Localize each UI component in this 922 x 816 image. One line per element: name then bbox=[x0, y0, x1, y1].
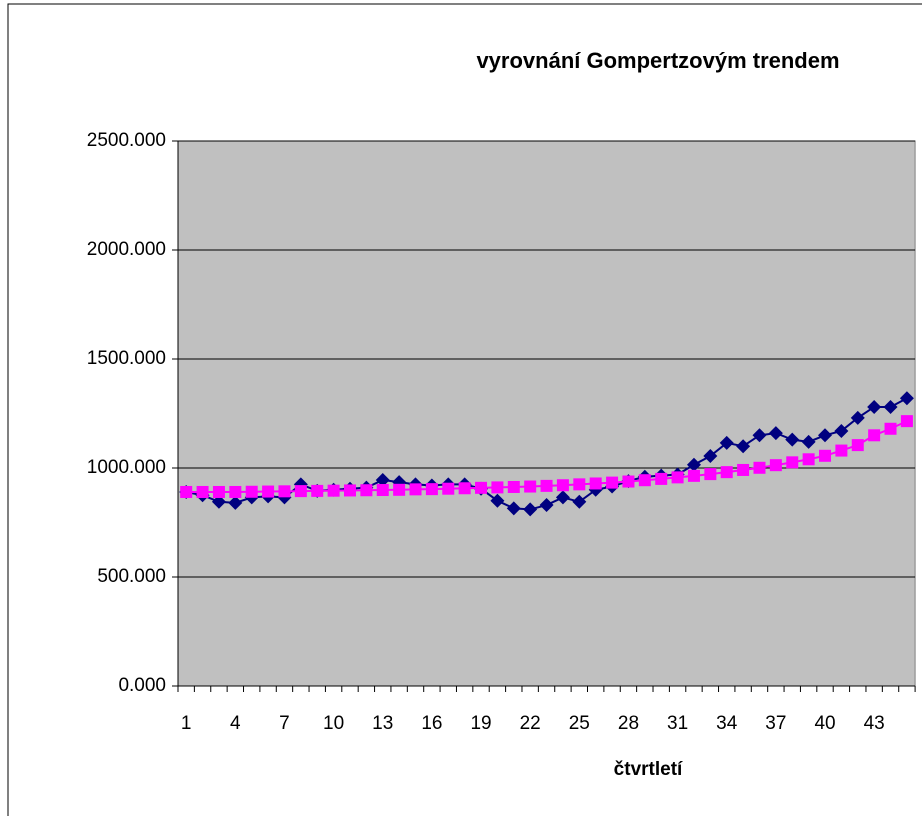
x-tick-label: 16 bbox=[421, 713, 442, 734]
marker bbox=[818, 428, 833, 443]
y-tick-label: 0.000 bbox=[118, 675, 166, 696]
marker bbox=[769, 459, 782, 472]
marker bbox=[687, 469, 700, 482]
marker bbox=[638, 474, 651, 487]
x-tick-label: 13 bbox=[372, 713, 393, 734]
x-tick-label: 37 bbox=[765, 713, 786, 734]
marker bbox=[212, 485, 225, 498]
marker bbox=[834, 423, 849, 438]
marker bbox=[375, 472, 390, 487]
marker bbox=[343, 484, 356, 497]
marker bbox=[868, 429, 881, 442]
marker bbox=[196, 485, 209, 498]
marker bbox=[752, 428, 767, 443]
marker bbox=[655, 472, 668, 485]
marker bbox=[376, 484, 389, 497]
marker bbox=[686, 457, 701, 472]
marker bbox=[523, 502, 538, 517]
y-tick-label: 1000.000 bbox=[87, 457, 166, 478]
x-tick-label: 31 bbox=[667, 713, 688, 734]
marker bbox=[753, 461, 766, 474]
marker bbox=[245, 485, 258, 498]
x-axis-title: čtvrtletí bbox=[614, 759, 683, 780]
marker bbox=[229, 485, 242, 498]
marker bbox=[786, 456, 799, 469]
x-tick-label: 7 bbox=[279, 713, 290, 734]
y-tick-label: 500.000 bbox=[97, 566, 166, 587]
marker bbox=[442, 482, 455, 495]
x-tick-label: 34 bbox=[716, 713, 738, 734]
marker bbox=[425, 483, 438, 496]
marker bbox=[490, 493, 505, 508]
marker bbox=[671, 471, 684, 484]
marker bbox=[900, 415, 913, 428]
marker bbox=[719, 435, 734, 450]
marker bbox=[606, 476, 619, 489]
marker bbox=[311, 484, 324, 497]
marker bbox=[278, 485, 291, 498]
marker bbox=[555, 490, 570, 505]
marker bbox=[180, 485, 193, 498]
marker bbox=[228, 495, 243, 510]
y-tick-label: 2500.000 bbox=[87, 130, 166, 151]
x-tick-label: 28 bbox=[618, 713, 639, 734]
marker bbox=[819, 449, 832, 462]
marker bbox=[850, 410, 865, 425]
y-tick-label: 1500.000 bbox=[87, 348, 166, 369]
x-tick-label: 25 bbox=[569, 713, 590, 734]
marker bbox=[867, 399, 882, 414]
marker bbox=[737, 463, 750, 476]
marker bbox=[556, 479, 569, 492]
x-tick-label: 19 bbox=[470, 713, 491, 734]
marker bbox=[704, 468, 717, 481]
marker bbox=[736, 439, 751, 454]
marker bbox=[540, 479, 553, 492]
marker bbox=[801, 434, 816, 449]
marker bbox=[884, 422, 897, 435]
marker bbox=[835, 444, 848, 457]
marker bbox=[768, 426, 783, 441]
marker bbox=[507, 480, 520, 493]
marker bbox=[524, 480, 537, 493]
marker bbox=[475, 481, 488, 494]
x-tick-label: 1 bbox=[181, 713, 192, 734]
x-tick-label: 43 bbox=[864, 713, 885, 734]
x-tick-label: 10 bbox=[323, 713, 344, 734]
marker bbox=[506, 501, 521, 516]
marker bbox=[785, 432, 800, 447]
marker bbox=[589, 477, 602, 490]
marker bbox=[802, 453, 815, 466]
marker bbox=[622, 475, 635, 488]
plot-area bbox=[177, 140, 916, 687]
marker bbox=[899, 391, 914, 406]
x-tick-label: 22 bbox=[520, 713, 541, 734]
marker bbox=[262, 485, 275, 498]
marker bbox=[883, 399, 898, 414]
marker bbox=[409, 483, 422, 496]
chart-title: vyrovnání Gompertzovým trendem bbox=[476, 48, 839, 73]
x-tick-label: 40 bbox=[814, 713, 835, 734]
marker bbox=[573, 478, 586, 491]
marker bbox=[720, 466, 733, 479]
marker bbox=[851, 439, 864, 452]
marker bbox=[294, 485, 307, 498]
marker bbox=[539, 498, 554, 513]
y-tick-label: 2000.000 bbox=[87, 239, 166, 260]
marker bbox=[360, 484, 373, 497]
marker bbox=[572, 494, 587, 509]
marker bbox=[211, 494, 226, 509]
marker bbox=[327, 484, 340, 497]
marker bbox=[393, 483, 406, 496]
x-tick-label: 4 bbox=[230, 713, 241, 734]
marker bbox=[458, 482, 471, 495]
marker bbox=[491, 481, 504, 494]
marker bbox=[703, 449, 718, 464]
